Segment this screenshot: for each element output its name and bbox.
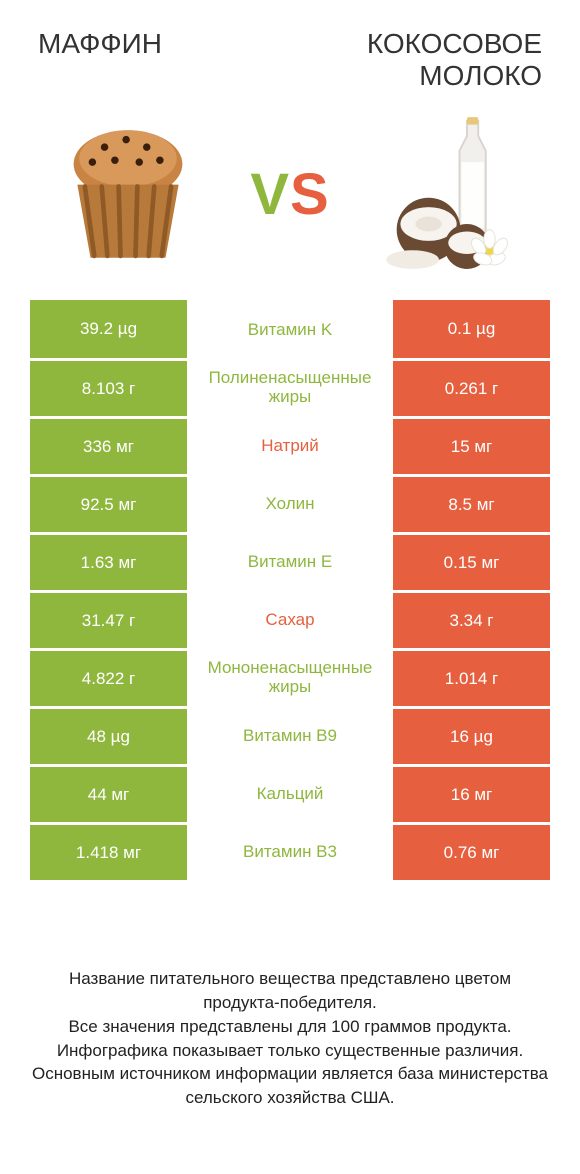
nutrient-label: Витамин E — [190, 532, 390, 590]
nutrient-label: Натрий — [190, 416, 390, 474]
right-value: 0.15 мг — [390, 532, 550, 590]
right-value: 0.261 г — [390, 358, 550, 416]
table-row: 1.63 мгВитамин E0.15 мг — [30, 532, 550, 590]
nutrient-table: 39.2 µgВитамин K0.1 µg8.103 гПолиненасыщ… — [30, 300, 550, 880]
footer-line: Все значения представлены для 100 граммо… — [30, 1015, 550, 1039]
nutrient-label: Мононенасыщенные жиры — [190, 648, 390, 706]
left-value: 44 мг — [30, 764, 190, 822]
table-row: 48 µgВитамин B916 µg — [30, 706, 550, 764]
left-value: 48 µg — [30, 706, 190, 764]
footer-notes: Название питательного вещества представл… — [0, 967, 580, 1110]
nutrient-label: Полиненасыщенные жиры — [190, 358, 390, 416]
table-row: 44 мгКальций16 мг — [30, 764, 550, 822]
table-row: 4.822 гМононенасыщенные жиры1.014 г — [30, 648, 550, 706]
footer-line: Основным источником информации является … — [30, 1062, 550, 1110]
nutrient-label: Сахар — [190, 590, 390, 648]
vs-v: V — [250, 162, 290, 227]
nutrient-label: Холин — [190, 474, 390, 532]
vs-s: S — [290, 162, 330, 227]
table-row: 39.2 µgВитамин K0.1 µg — [30, 300, 550, 358]
muffin-icon — [48, 114, 208, 274]
left-value: 336 мг — [30, 416, 190, 474]
right-value: 0.76 мг — [390, 822, 550, 880]
images-row: VS — [0, 92, 580, 300]
right-value: 16 µg — [390, 706, 550, 764]
left-value: 92.5 мг — [30, 474, 190, 532]
left-value: 1.63 мг — [30, 532, 190, 590]
table-row: 8.103 гПолиненасыщенные жиры0.261 г — [30, 358, 550, 416]
nutrient-label: Витамин K — [190, 300, 390, 358]
right-value: 16 мг — [390, 764, 550, 822]
nutrient-label: Витамин B3 — [190, 822, 390, 880]
table-row: 1.418 мгВитамин B30.76 мг — [30, 822, 550, 880]
coconut-milk-icon — [372, 114, 532, 274]
table-row: 336 мгНатрий15 мг — [30, 416, 550, 474]
right-value: 15 мг — [390, 416, 550, 474]
left-value: 39.2 µg — [30, 300, 190, 358]
comparison-header: МАФФИН КОКОСОВОЕ МОЛОКО — [0, 0, 580, 92]
nutrient-label: Кальций — [190, 764, 390, 822]
footer-line: Инфографика показывает только существенн… — [30, 1039, 550, 1063]
table-row: 31.47 гСахар3.34 г — [30, 590, 550, 648]
table-row: 92.5 мгХолин8.5 мг — [30, 474, 550, 532]
vs-label: VS — [250, 161, 329, 228]
left-value: 31.47 г — [30, 590, 190, 648]
footer-line: Название питательного вещества представл… — [30, 967, 550, 1015]
right-value: 3.34 г — [390, 590, 550, 648]
right-value: 8.5 мг — [390, 474, 550, 532]
right-product-title: КОКОСОВОЕ МОЛОКО — [315, 28, 542, 92]
left-value: 4.822 г — [30, 648, 190, 706]
left-value: 8.103 г — [30, 358, 190, 416]
left-value: 1.418 мг — [30, 822, 190, 880]
right-value: 0.1 µg — [390, 300, 550, 358]
right-value: 1.014 г — [390, 648, 550, 706]
left-product-title: МАФФИН — [38, 28, 265, 60]
nutrient-label: Витамин B9 — [190, 706, 390, 764]
